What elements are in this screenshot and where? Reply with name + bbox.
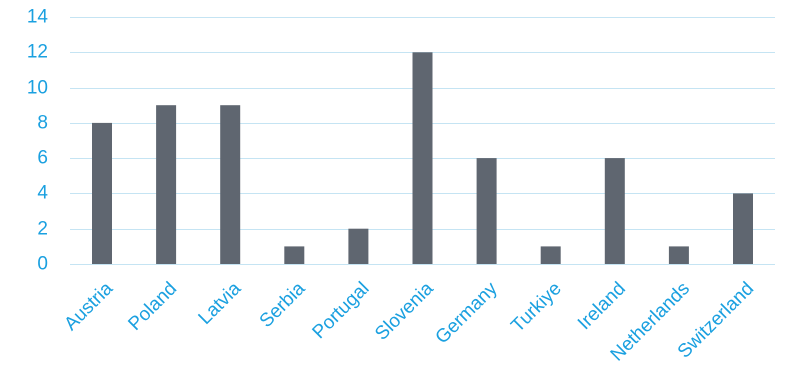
x-axis-tick-labels: Austria Poland Latvia Serbia PortugalSloveni… — [60, 278, 758, 366]
y-tick-label: 4 — [37, 183, 48, 204]
bar-germany — [476, 158, 497, 264]
bar-latvia — [220, 105, 241, 264]
y-tick-label: 10 — [27, 78, 48, 99]
bar-ireland — [604, 158, 625, 264]
y-tick-label: 14 — [27, 7, 49, 28]
y-tick-label: 2 — [37, 219, 48, 240]
bars — [92, 52, 753, 265]
y-tick-label: 6 — [37, 148, 48, 169]
bar-portugal — [348, 228, 369, 264]
y-tick-label: 8 — [37, 113, 48, 134]
y-axis-tick-labels: 0 2 4 6 8 10 12 14 — [27, 7, 49, 275]
x-tick-label-latvia: Latvia — [195, 278, 246, 329]
x-tick-label-germany: Germany — [432, 278, 502, 348]
x-tick-label-poland: Poland — [124, 278, 181, 335]
x-tick-label-portugal: Portugal — [309, 278, 374, 343]
x-tick-label-serbia: Serbia — [256, 278, 310, 332]
x-tick-label-ireland: Ireland — [574, 278, 630, 334]
bar-serbia — [284, 246, 305, 264]
bar-slovenia — [412, 52, 433, 264]
bar-austria — [92, 122, 112, 265]
bar-poland — [156, 105, 177, 264]
x-tick-label-austria: Austria — [60, 278, 117, 335]
x-tick-label-turkiye: Turkiye — [507, 278, 565, 336]
bar-netherlands — [668, 246, 689, 264]
bar-switzerland — [733, 193, 753, 264]
y-tick-label: 0 — [37, 254, 48, 275]
y-tick-label: 12 — [27, 42, 48, 63]
x-tick-label-slovenia: Slovenia — [371, 278, 438, 345]
bar-turkiye — [540, 246, 561, 264]
